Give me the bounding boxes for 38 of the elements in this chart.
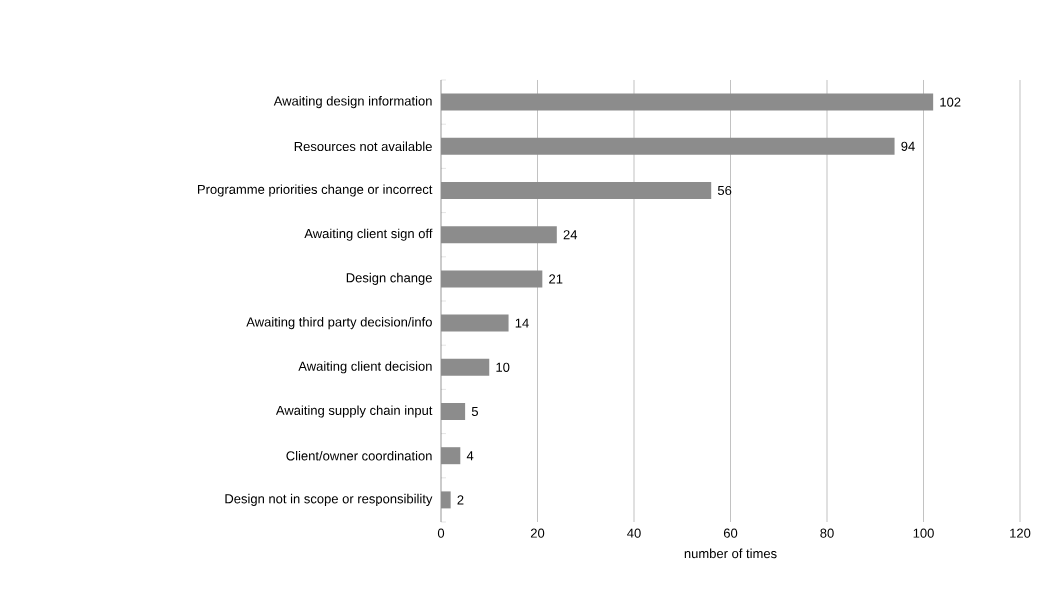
bar	[441, 93, 934, 111]
data-label: 56	[717, 185, 732, 196]
bar	[441, 358, 490, 376]
y-tick-label: Programme priorities change or incorrect	[197, 184, 433, 197]
data-label: 5	[471, 406, 479, 417]
bar	[441, 447, 461, 465]
y-tick-label: Awaiting third party decision/info	[246, 317, 432, 330]
bar	[441, 137, 895, 155]
data-label: 2	[457, 495, 464, 505]
x-tick-label: 100	[913, 528, 934, 538]
bar	[441, 182, 712, 199]
y-tick-label: Awaiting design information	[273, 96, 432, 109]
bar	[441, 491, 451, 509]
x-tick-label: 80	[820, 528, 834, 538]
y-tick-label: Design not in scope or responsibility	[225, 493, 433, 506]
x-tick-label: 120	[1010, 528, 1031, 538]
x-axis-title: number of times	[684, 548, 777, 559]
y-tick-label: Awaiting client sign off	[304, 228, 433, 241]
y-tick-label: Awaiting supply chain input	[275, 405, 433, 418]
x-tick-label: 0	[437, 528, 445, 538]
data-label: 94	[901, 141, 915, 151]
data-label: 14	[515, 318, 529, 328]
bar	[441, 403, 466, 420]
y-tick-label: Client/owner coordination	[286, 450, 432, 461]
y-tick-label: Awaiting client decision	[298, 361, 432, 374]
bar	[441, 226, 557, 244]
y-tick-label: Resources not available	[294, 141, 432, 152]
x-tick-label: 20	[530, 528, 545, 538]
bar	[441, 314, 509, 332]
data-label: 102	[940, 97, 961, 107]
data-label: 24	[563, 230, 578, 240]
data-label: 4	[466, 451, 474, 461]
data-label: 21	[549, 274, 563, 284]
x-tick-label: 60	[723, 528, 738, 538]
y-tick-label: Design change	[346, 272, 432, 285]
x-tick-label: 40	[627, 528, 641, 538]
data-label: 10	[496, 362, 510, 372]
bar	[441, 270, 543, 288]
